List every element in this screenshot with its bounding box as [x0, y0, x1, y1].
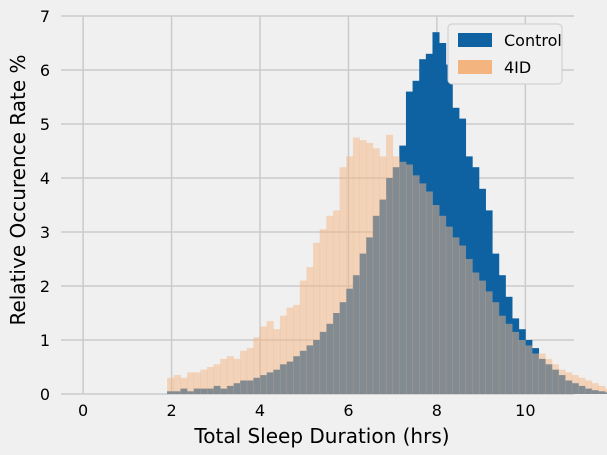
histogram-bar [273, 329, 281, 394]
histogram-bar [180, 377, 188, 394]
histogram-bar [478, 280, 486, 394]
histogram-bar [187, 372, 195, 394]
histogram-bar [505, 323, 513, 394]
histogram-bar [332, 210, 341, 394]
x-axis-label: Total Sleep Duration (hrs) [193, 424, 449, 448]
histogram-bar [399, 161, 407, 394]
histogram-bar [591, 383, 599, 394]
histogram-bar [313, 242, 321, 394]
y-tick-label: 5 [40, 115, 50, 134]
histogram-bar [233, 358, 241, 394]
y-tick-label: 3 [40, 223, 50, 242]
histogram-bar [200, 369, 208, 394]
y-tick-labels: 0 1 2 3 4 5 6 7 [40, 7, 50, 404]
histogram-bar [346, 156, 354, 394]
y-tick-label: 4 [40, 169, 50, 188]
histogram-bar [459, 245, 467, 394]
histogram-bar [412, 175, 420, 394]
histogram-bar [220, 358, 228, 394]
histogram-bar [392, 156, 400, 394]
histogram-bar [472, 272, 480, 394]
histogram-bar [260, 326, 268, 394]
histogram-bar [372, 148, 380, 394]
y-tick-label: 6 [40, 61, 50, 80]
histogram-bar [359, 140, 367, 394]
histogram-bar [558, 369, 566, 394]
x-tick-label: 10 [515, 401, 535, 420]
histogram-bar [531, 353, 540, 394]
histogram-bar [538, 353, 546, 394]
histogram-bar [226, 356, 234, 394]
histogram-bar [286, 307, 294, 394]
y-tick-label: 0 [40, 385, 50, 404]
histogram-bar [326, 215, 334, 394]
x-tick-label: 0 [78, 401, 88, 420]
histogram-bar [352, 137, 360, 394]
histogram-bar [485, 291, 493, 394]
legend-label-4id: 4ID [504, 58, 531, 77]
histogram-bar [545, 358, 553, 394]
x-tick-label: 8 [432, 401, 442, 420]
histogram-bar [405, 164, 413, 394]
y-axis-label: Relative Occurence Rate % [6, 54, 30, 325]
histogram-bar [452, 237, 460, 394]
histogram-bar [492, 302, 500, 394]
histogram-bar [598, 385, 606, 394]
x-tick-label: 2 [166, 401, 176, 420]
histogram-bar [512, 331, 520, 394]
histogram-bar [319, 229, 327, 394]
histogram-bar [445, 226, 453, 394]
histogram-bar [339, 167, 347, 394]
histogram-bar [246, 348, 254, 394]
y-tick-label: 1 [40, 331, 50, 350]
histogram-bar [498, 315, 506, 394]
histogram-bar [419, 183, 427, 394]
histogram-bar [213, 364, 221, 394]
histogram-bar [299, 280, 307, 394]
histogram-bar [279, 315, 287, 394]
legend-swatch-4id [458, 60, 492, 74]
histogram-bar [193, 372, 201, 394]
histogram-bar [266, 321, 274, 394]
histogram-bar [366, 142, 374, 394]
histogram-bar [240, 350, 248, 394]
legend-label-control: Control [504, 31, 562, 50]
histogram-bar [432, 205, 440, 394]
histogram-bar [425, 191, 433, 394]
histogram-bar [571, 375, 579, 394]
histogram-bar [604, 388, 607, 394]
histogram-bar [518, 340, 526, 394]
histogram-bar [439, 215, 447, 394]
histogram-bars [167, 32, 607, 395]
histogram-bar [306, 267, 314, 394]
y-tick-label: 7 [40, 7, 50, 26]
histogram-bar [465, 259, 473, 394]
histogram-bar [551, 364, 559, 394]
histogram-bar [585, 380, 593, 394]
histogram-bar [565, 372, 573, 394]
legend: Control 4ID [447, 23, 563, 85]
x-tick-label: 4 [255, 401, 265, 420]
series-4id [167, 134, 607, 395]
histogram-bar [206, 367, 214, 394]
x-tick-labels: 0 2 4 6 8 10 [78, 401, 536, 420]
histogram-bar [253, 337, 261, 394]
x-tick-label: 6 [343, 401, 353, 420]
histogram-bar [578, 377, 586, 394]
histogram-bar [525, 345, 533, 394]
histogram-bar [386, 134, 394, 395]
legend-swatch-control [458, 33, 492, 47]
histogram-bar [379, 156, 387, 394]
histogram-bar [173, 375, 181, 394]
histogram-bar [293, 304, 301, 394]
y-tick-label: 2 [40, 277, 50, 296]
histogram-bar [167, 377, 175, 394]
